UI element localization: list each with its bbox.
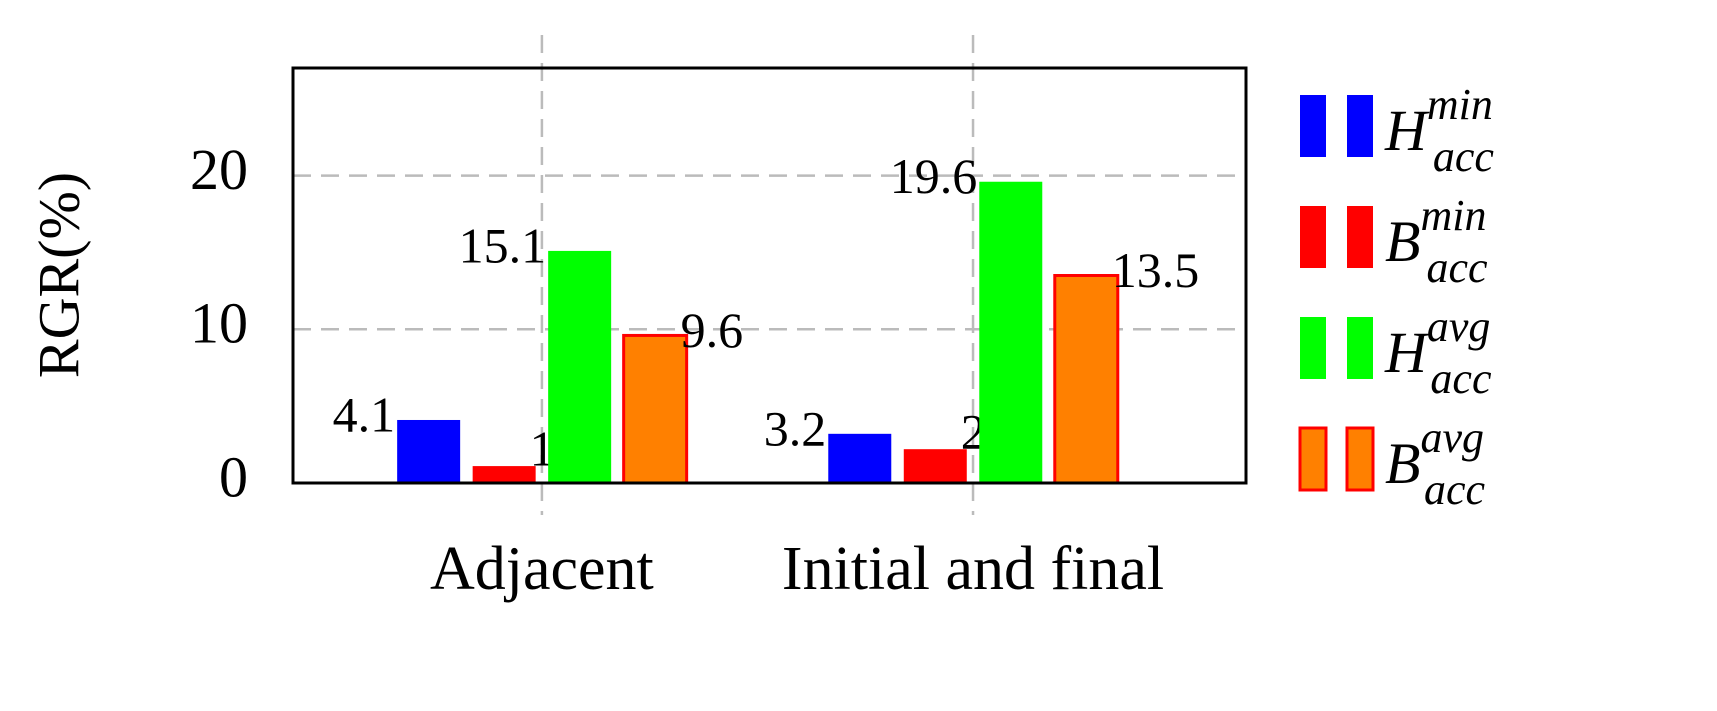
bar — [548, 250, 612, 483]
legend-label: Bmin acc — [1385, 191, 1488, 292]
legend-swatch — [1347, 206, 1373, 268]
legend-swatch — [1347, 317, 1373, 379]
legend-swatch — [1300, 206, 1326, 268]
legend-swatch — [1298, 426, 1328, 492]
y-tick-label: 20 — [190, 137, 248, 202]
data-label: 4.1 — [333, 386, 396, 442]
y-tick-label: 0 — [219, 444, 248, 509]
plot-frame — [291, 66, 1248, 485]
bar — [1053, 274, 1120, 485]
legend-label-part: acc — [1433, 132, 1495, 181]
legend-label-part: avg — [1420, 413, 1484, 462]
x-tick-label: Adjacent — [430, 535, 654, 603]
legend-label: Bavg acc — [1385, 413, 1485, 514]
legend-label-part: H — [1384, 320, 1430, 385]
data-label: 3.2 — [764, 400, 827, 456]
data-label: 19.6 — [890, 148, 978, 204]
data-label: 15.1 — [459, 217, 547, 273]
data-label: 13.5 — [1112, 242, 1200, 298]
bar — [397, 419, 461, 483]
legend-label-part: acc — [1430, 354, 1492, 403]
legend-label: Havg acc — [1384, 302, 1492, 403]
legend-label-part: acc — [1424, 465, 1486, 514]
legend-swatch — [1347, 95, 1373, 157]
y-tick-label: 10 — [190, 291, 248, 356]
legend-label-part: min — [1427, 80, 1493, 129]
bar — [472, 466, 536, 483]
legend-label-part: B — [1385, 209, 1420, 274]
bar — [903, 449, 967, 483]
legend-swatch — [1300, 95, 1326, 157]
legend-label-part: avg — [1427, 302, 1491, 351]
data-label: 9.6 — [681, 302, 744, 358]
legend-swatch — [1345, 426, 1375, 492]
x-tick-label: Initial and final — [782, 535, 1164, 603]
legend-label: Hmin acc — [1384, 80, 1494, 181]
bar — [828, 433, 892, 483]
legend-label-part: min — [1420, 191, 1486, 240]
bar — [979, 181, 1043, 484]
legend-label-part: B — [1385, 431, 1420, 496]
legend-swatch — [1300, 317, 1326, 379]
y-axis-label: RGR(%) — [26, 172, 91, 378]
legend-label-part: acc — [1426, 243, 1488, 292]
bar — [622, 333, 689, 485]
legend-label-part: H — [1384, 98, 1430, 163]
